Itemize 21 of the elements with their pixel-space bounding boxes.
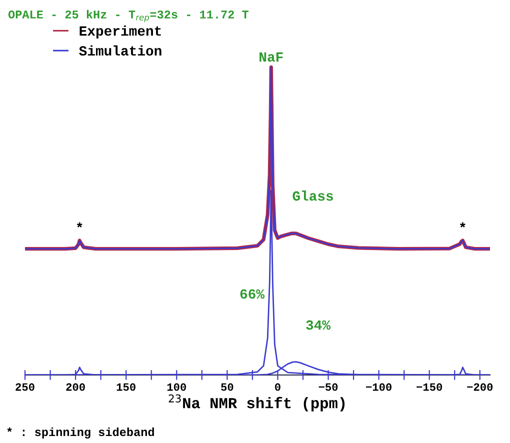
annotation: 66% — [240, 289, 265, 299]
annotation: 34% — [306, 320, 331, 330]
annotation: NaF — [260, 52, 283, 62]
x-axis-title: $^{23}$Na NMR shift (ppm) — [168, 394, 345, 412]
x-tick-label: 100 — [167, 383, 186, 391]
x-tick-label: −100 — [366, 383, 392, 391]
x-tick-label: −50 — [318, 383, 338, 391]
x-tick-label: 0 — [275, 383, 280, 391]
text: * : spinning sideband — [7, 427, 154, 439]
x-tick-label: −150 — [416, 383, 442, 391]
annotation: Glass — [292, 190, 333, 201]
x-tick-label: 50 — [221, 383, 234, 391]
x-tick-label: −200 — [467, 383, 493, 391]
legend-label: Simulation — [79, 45, 162, 56]
annotation: * — [76, 222, 82, 228]
x-tick-label: 150 — [116, 383, 136, 391]
legend-label: Experiment — [80, 26, 161, 38]
chart-title: OPALE - 25 kHz - T$_{rep}$=32s - 11.72 T — [8, 10, 249, 22]
x-tick-label: 250 — [16, 383, 34, 391]
annotation: * — [460, 222, 466, 228]
x-tick-label: 200 — [66, 383, 85, 391]
